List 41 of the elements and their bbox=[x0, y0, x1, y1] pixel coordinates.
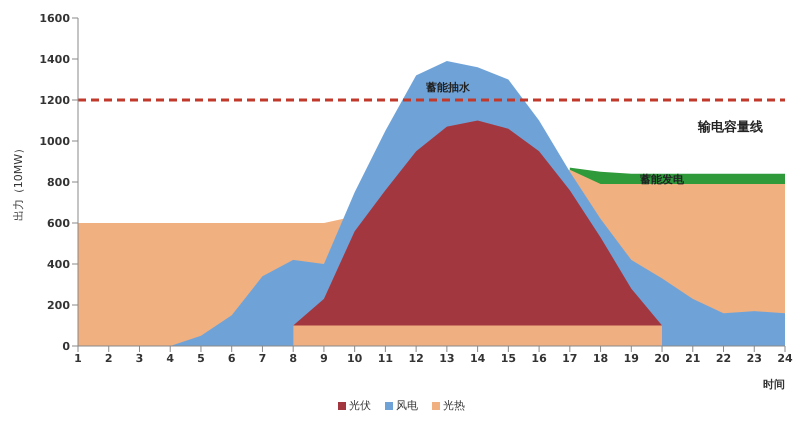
x-tick-label: 18 bbox=[592, 352, 608, 365]
annotation: 蓄能发电 bbox=[639, 172, 686, 186]
x-tick-label: 3 bbox=[136, 352, 144, 365]
x-tick-label: 9 bbox=[320, 352, 328, 365]
x-tick-label: 20 bbox=[654, 352, 670, 365]
y-tick-label: 600 bbox=[47, 216, 70, 230]
x-tick-label: 16 bbox=[531, 352, 548, 365]
x-tick-label: 24 bbox=[777, 352, 793, 365]
x-tick-label: 22 bbox=[716, 352, 732, 365]
x-tick-label: 17 bbox=[562, 352, 578, 365]
x-tick-label: 11 bbox=[378, 352, 394, 365]
y-tick-label: 200 bbox=[47, 298, 70, 312]
y-axis-title: 出力（10MW） bbox=[12, 142, 25, 222]
x-axis-title: 时间 bbox=[763, 378, 785, 391]
x-tick-label: 6 bbox=[228, 352, 236, 365]
x-tick-label: 8 bbox=[289, 352, 297, 365]
y-tick-label: 400 bbox=[47, 258, 70, 271]
x-tick-label: 23 bbox=[746, 352, 762, 365]
x-tick-label: 13 bbox=[439, 352, 455, 365]
y-tick-label: 1400 bbox=[39, 52, 70, 66]
x-tick-label: 12 bbox=[408, 352, 424, 365]
x-tick-label: 15 bbox=[500, 352, 516, 365]
x-tick-label: 7 bbox=[258, 352, 266, 365]
x-tick-label: 14 bbox=[470, 352, 486, 365]
x-tick-label: 5 bbox=[197, 352, 205, 365]
legend-label: 光伏 bbox=[348, 398, 371, 413]
y-tick-label: 1200 bbox=[39, 94, 70, 107]
legend-label: 风电 bbox=[395, 398, 418, 413]
y-tick-label: 0 bbox=[62, 340, 70, 353]
x-tick-label: 1 bbox=[74, 352, 82, 365]
x-tick-label: 19 bbox=[624, 352, 639, 365]
x-tick-label: 2 bbox=[104, 352, 113, 365]
y-tick-label: 1600 bbox=[39, 12, 70, 25]
y-tick-label: 800 bbox=[47, 176, 70, 189]
x-tick-label: 10 bbox=[346, 352, 363, 365]
x-tick-label: 21 bbox=[685, 352, 700, 365]
x-tick-label: 4 bbox=[166, 352, 174, 365]
y-tick-label: 1000 bbox=[39, 134, 70, 148]
ref-line-label: 输电容量线 bbox=[697, 119, 763, 136]
note: 蓄能抽水 bbox=[426, 80, 470, 95]
legend-label: 光热 bbox=[442, 398, 465, 413]
